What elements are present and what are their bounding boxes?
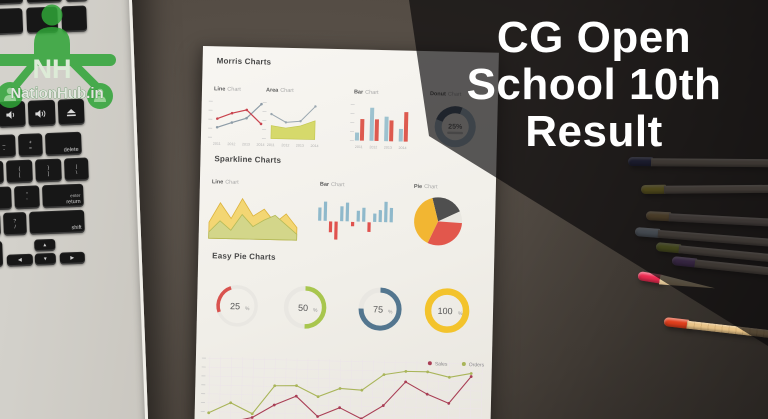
morris-line-chart: 2011 2012 2013 2014 [207, 100, 265, 147]
sparkline-pie-chart [414, 197, 463, 246]
logo-monogram: NH [33, 54, 72, 84]
svg-text:%: % [458, 311, 463, 317]
logo-site-name: NationHub.in [10, 85, 103, 102]
chart-label-bar: Bar Chart [353, 89, 379, 96]
title-line: CG Open [496, 13, 692, 62]
easy-pie-ring-100: 100% [424, 287, 471, 334]
svg-text:2011: 2011 [267, 143, 275, 147]
key-volume-up [27, 99, 56, 127]
volume-up-icon [28, 100, 56, 127]
svg-text:2012: 2012 [227, 142, 235, 146]
key-shift: shift [29, 209, 85, 235]
network-person-logo-icon: NH NationHub.in [0, 4, 116, 109]
chart-label-line: Line Chart [213, 86, 241, 93]
chart-label-spark-line: Line Chart [211, 179, 239, 186]
easy-pie-ring-75: 75% [357, 286, 404, 333]
morris-bar-chart: 2011 2012 2013 2014 [349, 104, 409, 150]
svg-text:2014: 2014 [257, 143, 265, 147]
morris-charts-heading: Morris Charts [216, 56, 272, 67]
title-line: Result [525, 107, 663, 156]
svg-text:%: % [388, 309, 393, 315]
key-▶: ▶ [59, 251, 86, 265]
volume-down-icon [0, 101, 26, 128]
key-return: enter return [42, 183, 84, 209]
svg-text:2012: 2012 [369, 145, 377, 149]
laptop-keyboard: _ - + = delete {[}] | \ " ' enter return ? / shift ▲ ◀ ▼ ▶ [0, 0, 151, 419]
sales-orders-line-chart: Sales Orders [200, 356, 485, 419]
arrow-key-glyph: ▶ [70, 255, 75, 262]
svg-text:50: 50 [298, 303, 308, 313]
chart-label-spark-bar: Bar Chart [319, 181, 345, 189]
nationhub-watermark: NH NationHub.in [0, 0, 135, 128]
svg-text:2013: 2013 [242, 142, 250, 146]
sparkline-mountain-chart [208, 197, 298, 241]
svg-text:2011: 2011 [213, 142, 221, 146]
chart-label-spark-pie: Pie Chart [413, 183, 438, 191]
chart-label-area: Area Chart [265, 87, 294, 95]
post-title: CG Open School 10th Result [420, 14, 768, 155]
key-blank [0, 212, 1, 237]
svg-text:100: 100 [437, 306, 452, 316]
arrow-key-glyph: ▼ [42, 256, 48, 263]
sparkline-charts-heading: Sparkline Charts [214, 154, 282, 165]
key--: _ - [0, 134, 16, 159]
easy-pie-ring-25: 25% [214, 282, 261, 329]
morris-area-chart: 2011 2012 2013 2014 [261, 102, 319, 148]
svg-text:2014: 2014 [311, 144, 319, 148]
svg-text:75: 75 [373, 304, 383, 314]
key-[: {[ [6, 159, 33, 184]
sparkline-bar-chart [318, 201, 394, 240]
svg-text:25: 25 [230, 301, 240, 311]
key-\: | \ [63, 157, 89, 182]
key-delete: delete [45, 131, 82, 157]
eject-icon [58, 99, 85, 126]
key-]: }] [35, 158, 62, 183]
key-◀: ◀ [6, 253, 34, 267]
arrow-key-glyph: ▲ [42, 242, 48, 249]
svg-text:2014: 2014 [398, 146, 406, 150]
easy-pie-ring-50: 50% [282, 284, 329, 331]
key-=: + = [18, 133, 43, 158]
svg-text:2013: 2013 [296, 144, 304, 148]
key-blank [0, 160, 4, 185]
report-paper: Morris Charts Line Chart Area Chart Bar Cha… [194, 46, 499, 419]
title-line: School 10th [466, 60, 722, 109]
key-': " ' [14, 185, 40, 210]
key-blank [0, 186, 12, 211]
svg-text:Sales: Sales [435, 361, 448, 367]
svg-text:%: % [245, 306, 250, 312]
key-▲: ▲ [34, 238, 56, 252]
key-eject [57, 98, 85, 126]
svg-text:2012: 2012 [281, 143, 289, 147]
key-volume-down [0, 100, 26, 128]
key-blank [0, 240, 4, 268]
arrow-key-glyph: ◀ [17, 257, 22, 264]
svg-text:2011: 2011 [355, 145, 363, 149]
svg-text:%: % [313, 308, 318, 314]
key-/: ? / [3, 211, 27, 236]
easy-pie-charts-heading: Easy Pie Charts [212, 251, 276, 262]
key-▼: ▼ [34, 252, 57, 266]
laptop: _ - + = delete {[}] | \ " ' enter return ? / shift ▲ ◀ ▼ ▶ [0, 0, 151, 419]
svg-text:Orders: Orders [469, 362, 485, 368]
svg-text:2013: 2013 [384, 146, 392, 150]
